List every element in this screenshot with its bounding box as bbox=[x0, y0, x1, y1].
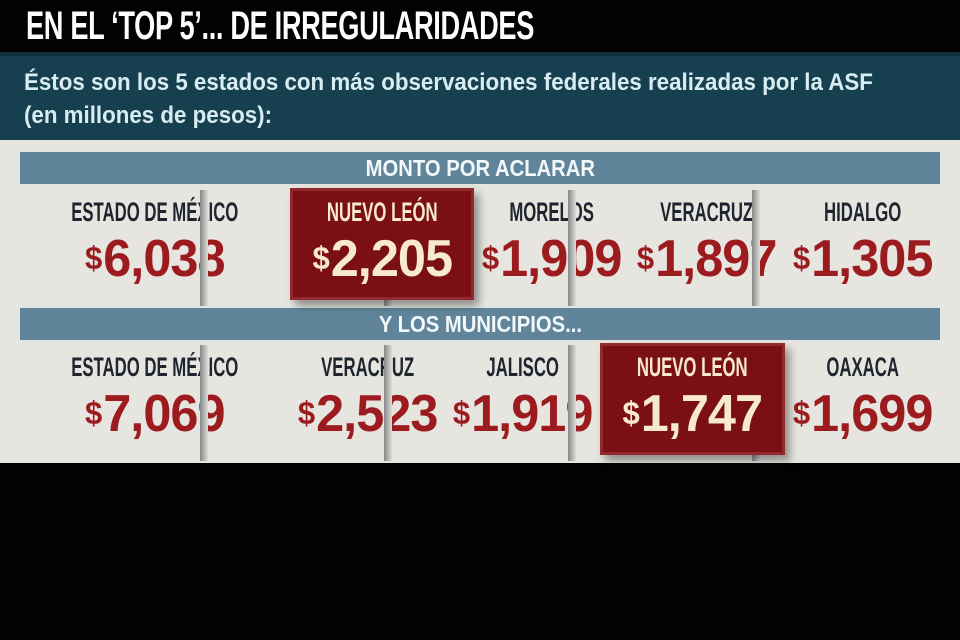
amount-value: $2,523 bbox=[292, 382, 443, 445]
title-bar: EN EL ‘TOP 5’... DE IRREGULARIDADES bbox=[0, 0, 960, 52]
stat-cell-oaxaca: OAXACA $1,699 bbox=[785, 343, 940, 455]
amount-value: $1,747 bbox=[606, 382, 779, 445]
intro-line-2: (en millones de pesos): bbox=[24, 102, 273, 129]
column-divider bbox=[752, 190, 760, 306]
amount-value: $1,909 bbox=[476, 227, 627, 290]
column-divider bbox=[384, 345, 392, 461]
currency-symbol: $ bbox=[792, 240, 810, 276]
amount-value: $2,205 bbox=[295, 227, 468, 290]
amount-number: 1,747 bbox=[640, 385, 763, 443]
stat-row-monto: ESTADO DE MÉXICO $6,038 NUEVO LEÓN $2,20… bbox=[20, 188, 940, 306]
amount-number: 1,305 bbox=[810, 230, 933, 288]
column-divider bbox=[200, 190, 208, 306]
state-label: VERACRUZ bbox=[660, 197, 754, 227]
currency-symbol: $ bbox=[792, 395, 810, 431]
column-divider bbox=[200, 345, 208, 461]
amount-value: $6,038 bbox=[24, 227, 285, 290]
stat-cell-veracruz: VERACRUZ $1,897 bbox=[629, 188, 784, 300]
section-header-label: Y LOS MUNICIPIOS... bbox=[378, 310, 582, 337]
currency-symbol: $ bbox=[452, 395, 470, 431]
currency-symbol: $ bbox=[637, 240, 655, 276]
state-label: NUEVO LEÓN bbox=[637, 352, 748, 382]
stat-cell-jalisco: JALISCO $1,919 bbox=[445, 343, 600, 455]
amount-value: $7,069 bbox=[24, 382, 285, 445]
intro-line-1: Éstos son los 5 estados con más observac… bbox=[24, 69, 873, 96]
state-label: VERACRUZ bbox=[320, 352, 414, 382]
currency-symbol: $ bbox=[622, 395, 640, 431]
bottom-black-panel bbox=[0, 463, 960, 640]
page-title: EN EL ‘TOP 5’... DE IRREGULARIDADES bbox=[26, 3, 535, 48]
section-header-label: MONTO POR ACLARAR bbox=[365, 154, 595, 181]
section-header-monto-por-aclarar: MONTO POR ACLARAR bbox=[20, 152, 940, 184]
amount-number: 2,523 bbox=[315, 385, 438, 443]
stat-row-municipios: ESTADO DE MÉXICO $7,069 VERACRUZ $2,523 … bbox=[20, 343, 940, 461]
data-panel: MONTO POR ACLARAR ESTADO DE MÉXICO $6,03… bbox=[0, 140, 960, 463]
state-label: JALISCO bbox=[486, 352, 559, 382]
intro-panel: Éstos son los 5 estados con más observac… bbox=[0, 52, 960, 140]
currency-symbol: $ bbox=[84, 240, 103, 276]
state-label: MORELOS bbox=[509, 197, 595, 227]
stat-cell-nuevo-leon-highlighted: NUEVO LEÓN $1,747 bbox=[600, 343, 785, 455]
section-header-municipios: Y LOS MUNICIPIOS... bbox=[20, 308, 940, 340]
amount-number: 1,699 bbox=[810, 385, 933, 443]
currency-symbol: $ bbox=[311, 240, 330, 276]
amount-value: $1,305 bbox=[787, 227, 938, 290]
state-label: OAXACA bbox=[826, 352, 899, 382]
state-label: ESTADO DE MÉXICO bbox=[71, 352, 239, 382]
currency-symbol: $ bbox=[297, 395, 315, 431]
stat-cell-estado-de-mexico: ESTADO DE MÉXICO $6,038 bbox=[20, 188, 290, 300]
stat-cell-estado-de-mexico: ESTADO DE MÉXICO $7,069 bbox=[20, 343, 290, 455]
state-label: NUEVO LEÓN bbox=[326, 197, 438, 227]
stat-cell-nuevo-leon-highlighted: NUEVO LEÓN $2,205 bbox=[289, 188, 475, 300]
amount-number: 1,909 bbox=[500, 230, 622, 288]
amount-value: $1,699 bbox=[787, 382, 938, 445]
stat-cell-veracruz: VERACRUZ $2,523 bbox=[290, 343, 445, 455]
state-label: HIDALGO bbox=[823, 197, 901, 227]
column-divider bbox=[568, 190, 576, 306]
state-label: ESTADO DE MÉXICO bbox=[71, 197, 239, 227]
currency-symbol: $ bbox=[481, 240, 500, 276]
stat-cell-hidalgo: HIDALGO $1,305 bbox=[785, 188, 940, 300]
currency-symbol: $ bbox=[84, 395, 103, 431]
stat-cell-morelos: MORELOS $1,909 bbox=[474, 188, 629, 300]
column-divider bbox=[568, 345, 576, 461]
amount-number: 2,205 bbox=[330, 230, 452, 288]
